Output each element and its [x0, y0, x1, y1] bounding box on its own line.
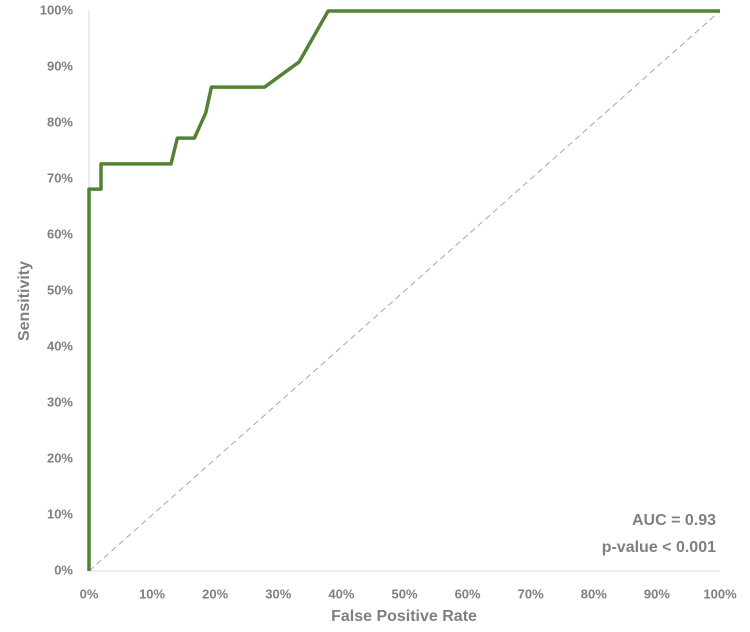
x-tick-label: 0% — [80, 586, 99, 601]
x-tick-label: 80% — [581, 586, 607, 601]
x-tick-label: 90% — [644, 586, 670, 601]
y-tick-label: 50% — [47, 282, 73, 297]
x-tick-label: 70% — [518, 586, 544, 601]
annotation: p-value < 0.001 — [602, 539, 716, 556]
y-tick-label: 100% — [40, 2, 74, 17]
x-tick-label: 30% — [265, 586, 291, 601]
roc-curve — [87, 9, 720, 571]
y-tick-label: 60% — [47, 226, 73, 241]
y-tick-label: 10% — [47, 506, 73, 521]
y-tick-label: 80% — [47, 114, 73, 129]
y-tick-label: 70% — [47, 170, 73, 185]
x-axis-title: False Positive Rate — [331, 608, 477, 625]
reference-line — [88, 10, 721, 572]
x-tick-label: 60% — [455, 586, 481, 601]
y-tick-label: 0% — [54, 562, 73, 577]
x-tick-label: 100% — [703, 586, 737, 601]
y-tick-label: 40% — [47, 338, 73, 353]
y-tick-label: 30% — [47, 394, 73, 409]
annotation: AUC = 0.93 — [632, 512, 716, 529]
x-tick-label: 20% — [202, 586, 228, 601]
y-tick-label: 90% — [47, 58, 73, 73]
x-tick-label: 10% — [139, 586, 165, 601]
x-tick-label: 40% — [328, 586, 354, 601]
y-axis-title: Sensitivity — [16, 261, 33, 341]
y-tick-label: 20% — [47, 450, 73, 465]
x-tick-label: 50% — [391, 586, 417, 601]
